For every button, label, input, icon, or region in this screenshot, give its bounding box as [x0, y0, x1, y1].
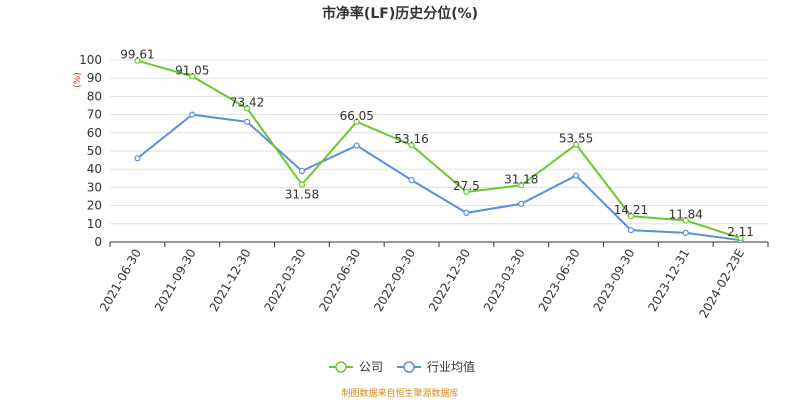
industry-point: [298, 167, 306, 175]
legend-item-industry: 行业均值: [397, 359, 475, 374]
legend-marker: [403, 361, 415, 373]
company-data-label: 27.5: [453, 179, 480, 193]
company-line: [137, 59, 741, 240]
y-tick-label: 50: [87, 144, 102, 158]
x-tick-label: 2022-09-30: [371, 247, 418, 314]
x-tick-label: 2023-09-30: [591, 247, 638, 314]
industry-line: [136, 113, 741, 242]
y-tick-label: 60: [87, 126, 102, 140]
y-tick-label: 40: [87, 162, 102, 176]
x-tick-label: 2021-12-30: [207, 246, 254, 313]
y-tick-label: 20: [87, 199, 102, 213]
x-tick-label: 2023-12-31: [645, 247, 692, 314]
y-tick-label: 70: [87, 108, 102, 122]
company-point: [627, 213, 635, 220]
legend: 公司 行业均值: [329, 359, 475, 374]
x-tick-label: 2023-06-30: [536, 247, 583, 314]
company-point: [408, 142, 415, 149]
industry-point: [518, 200, 525, 207]
y-tick-label: 100: [79, 53, 102, 67]
series: [134, 57, 744, 244]
company-point: [737, 235, 744, 242]
company-data-label: 11.84: [669, 207, 703, 221]
company-point: [243, 105, 251, 112]
company-data-label: 91.05: [175, 63, 209, 77]
x-tick-label: 2023-03-30: [481, 247, 528, 314]
company-data-label: 66.05: [340, 109, 374, 123]
industry-point: [572, 172, 580, 179]
industry-point: [682, 229, 689, 236]
company-data-label: 14.21: [614, 203, 648, 217]
x-tick-label: 2021-09-30: [152, 247, 199, 314]
company-point: [463, 188, 470, 196]
y-axis-unit: (%): [73, 72, 83, 88]
source-note: 制图数据来自恒生聚源数据库: [341, 387, 458, 399]
x-tick-label: 2022-06-30: [316, 247, 363, 314]
x-tick-label: 2021-06-30: [97, 247, 144, 314]
industry-point: [353, 142, 360, 149]
company-data-label: 31.58: [285, 188, 319, 202]
chart-title: 市净率(LF)历史分位(%): [322, 5, 478, 22]
x-tick-label: 2022-03-30: [262, 247, 309, 314]
y-tick-label: 90: [87, 71, 102, 85]
company-data-label: 2.11: [727, 225, 754, 239]
legend-marker: [335, 361, 347, 373]
industry-point: [463, 209, 470, 216]
company-data-label: 53.16: [394, 132, 428, 146]
company-data-label: 31.18: [504, 172, 538, 186]
industry-point: [627, 227, 635, 234]
company-data-label: 53.55: [559, 132, 593, 146]
x-tick-label: 2024-02-23E: [696, 247, 747, 321]
legend-item-company: 公司: [329, 360, 383, 374]
industry-point: [243, 118, 251, 125]
y-tick-label: 0: [94, 235, 102, 249]
company-point: [298, 181, 306, 188]
company-data-label: 73.42: [230, 95, 264, 109]
company-point: [189, 73, 196, 80]
company-point: [134, 57, 141, 64]
industry-point: [189, 111, 196, 118]
company-point: [682, 217, 689, 224]
x-tick-label: 2022-12-30: [426, 246, 473, 313]
company-point: [518, 182, 525, 189]
industry-point: [134, 155, 141, 162]
y-tick-label: 30: [87, 180, 102, 194]
data-labels: 99.61 91.05 73.42 31.58 66.05 53.16 27.5 31.18 5…: [120, 48, 754, 239]
y-tick-label: 80: [87, 89, 102, 103]
company-point: [353, 118, 360, 125]
industry-point: [408, 177, 415, 184]
company-data-label: 99.61: [120, 48, 154, 62]
company-point: [572, 141, 580, 148]
legend-label: 行业均值: [427, 359, 475, 374]
grid: [110, 59, 768, 225]
legend-label: 公司: [359, 360, 383, 374]
y-tick-label: 10: [87, 217, 102, 231]
